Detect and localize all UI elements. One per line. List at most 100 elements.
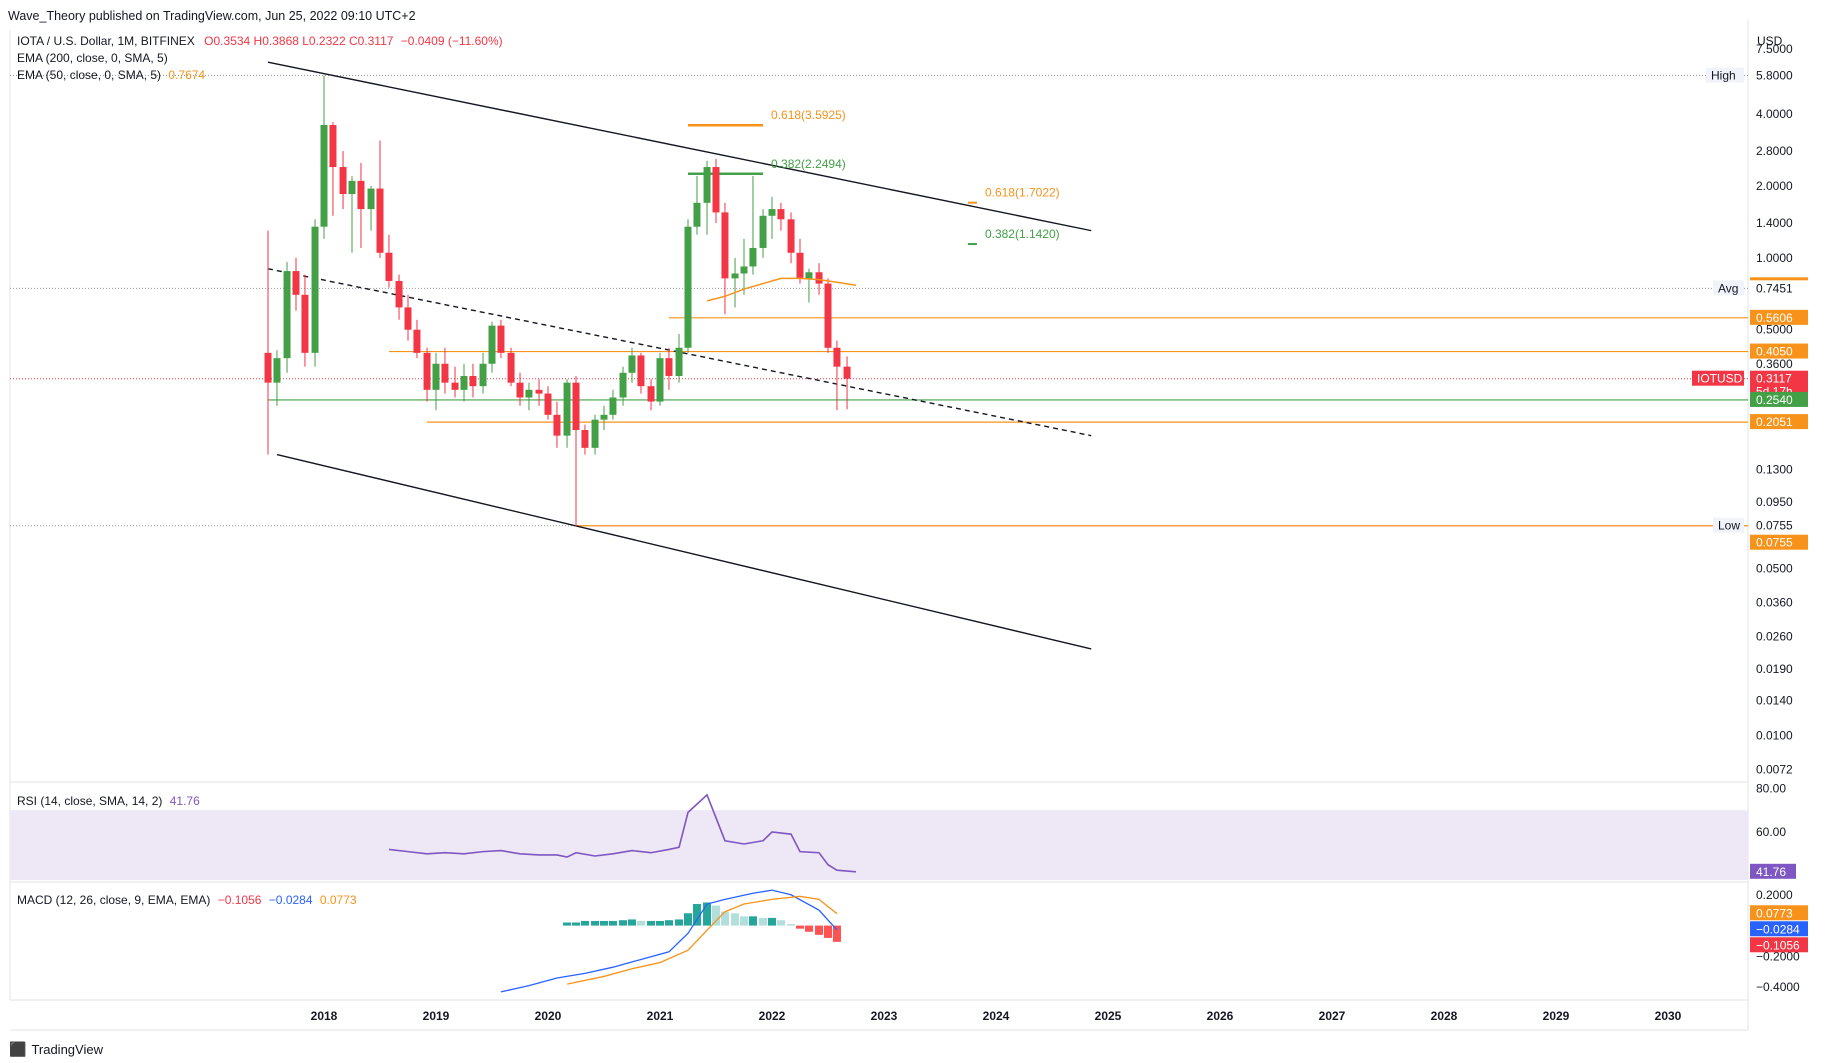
macd-histogram-bar bbox=[832, 925, 841, 942]
macd-histogram-bar bbox=[684, 913, 692, 926]
candle-body bbox=[544, 393, 552, 415]
price-label-tag-box bbox=[1713, 517, 1744, 533]
rsi-value: 41.76 bbox=[169, 794, 200, 808]
candle-body bbox=[441, 363, 449, 383]
fib-level-label: 0.382(2.2494) bbox=[771, 157, 846, 171]
trendline bbox=[267, 61, 1092, 232]
macd-histogram-bar bbox=[740, 916, 748, 926]
tradingview-brand[interactable]: ⬛ TradingView bbox=[9, 1041, 103, 1058]
macd-histogram-bar bbox=[608, 920, 617, 926]
candle-body bbox=[413, 329, 421, 353]
macd-line bbox=[500, 889, 838, 993]
candle-body bbox=[591, 419, 599, 448]
symbol-legend[interactable]: IOTA / U.S. Dollar, 1M, BITFINEX O0.3534… bbox=[17, 34, 503, 48]
tradingview-logo-icon: ⬛ bbox=[9, 1041, 26, 1057]
candle-body bbox=[843, 366, 851, 379]
rsi-value-box bbox=[1750, 863, 1796, 879]
fib-level-label: 0.618(3.5925) bbox=[771, 108, 846, 122]
time-axis-label: 2027 bbox=[1319, 1009, 1346, 1023]
rsi-label: RSI (14, close, SMA, 14, 2) bbox=[17, 794, 163, 808]
fib-level-label: 0.382(1.1420) bbox=[985, 227, 1060, 241]
ema50-legend[interactable]: EMA (50, close, 0, SMA, 5) 0.7674 bbox=[17, 68, 205, 82]
candle-body bbox=[600, 414, 608, 420]
ema200-label: EMA (200, close, 0, SMA, 5) bbox=[17, 51, 168, 65]
time-axis-label: 2024 bbox=[983, 1009, 1010, 1023]
price-label-value: 0.0755 bbox=[1756, 519, 1793, 533]
currency-label: USD bbox=[1757, 34, 1783, 48]
macd-hist-value: −0.1056 bbox=[217, 893, 262, 907]
macd-histogram-bar bbox=[748, 916, 757, 926]
rsi-legend[interactable]: RSI (14, close, SMA, 14, 2) 41.76 bbox=[17, 794, 200, 808]
candle-body bbox=[637, 355, 645, 387]
candle-body bbox=[469, 375, 477, 387]
candle-body bbox=[572, 382, 580, 431]
macd-histogram-bar bbox=[712, 905, 720, 926]
macd-legend[interactable]: MACD (12, 26, close, 9, EMA, EMA) −0.105… bbox=[17, 893, 357, 907]
candle-body bbox=[479, 363, 487, 387]
macd-histogram-bar bbox=[647, 920, 656, 926]
macd-label: MACD (12, 26, close, 9, EMA, EMA) bbox=[17, 893, 211, 907]
candle-body bbox=[292, 271, 300, 295]
candle-body bbox=[404, 307, 412, 330]
ema200-legend[interactable]: EMA (200, close, 0, SMA, 5) bbox=[17, 51, 168, 65]
candle-body bbox=[535, 389, 543, 394]
candle-body bbox=[385, 252, 393, 281]
candle-body bbox=[787, 219, 795, 253]
price-label-tag-box bbox=[1713, 280, 1744, 296]
price-tick-label: 1.0000 bbox=[1756, 251, 1793, 265]
candle-body bbox=[395, 280, 403, 308]
candle-body bbox=[367, 188, 375, 210]
trendline bbox=[267, 268, 1092, 437]
candle-body bbox=[581, 430, 589, 448]
ema50-label: EMA (50, close, 0, SMA, 5) bbox=[17, 68, 162, 82]
macd-histogram-bar bbox=[768, 917, 776, 926]
macd-histogram-bar bbox=[563, 922, 572, 926]
candle-body bbox=[264, 352, 272, 383]
fib-level-label: 0.618(1.7022) bbox=[985, 186, 1060, 200]
candle-body bbox=[721, 212, 729, 279]
rsi-line bbox=[388, 793, 857, 873]
ema50-line bbox=[706, 277, 857, 302]
price-label-box bbox=[1750, 534, 1808, 550]
price-tick-label: 0.0950 bbox=[1756, 495, 1793, 509]
ohlc-values: O0.3534 H0.3868 L0.2322 C0.3117 bbox=[204, 34, 394, 48]
ema50-value: 0.7674 bbox=[168, 68, 206, 82]
candle-body bbox=[749, 247, 757, 267]
candle-body bbox=[320, 125, 328, 227]
candle-body bbox=[619, 372, 627, 398]
macd-value-box bbox=[1750, 937, 1808, 953]
rsi-tick-label: 60.00 bbox=[1756, 825, 1786, 839]
price-tick-label: 0.0190 bbox=[1756, 662, 1793, 676]
candle-body bbox=[824, 283, 832, 348]
price-label-tag: IOTUSD bbox=[1697, 372, 1743, 386]
price-label-box bbox=[1750, 517, 1808, 533]
macd-histogram-bar bbox=[703, 902, 712, 926]
rsi-value-label: 41.76 bbox=[1756, 865, 1786, 879]
macd-histogram-bar bbox=[591, 920, 600, 926]
macd-histogram-bar bbox=[776, 920, 785, 926]
price-tick-label: 0.3600 bbox=[1756, 357, 1793, 371]
macd-histogram-bar bbox=[600, 920, 608, 926]
rsi-band bbox=[10, 810, 1748, 880]
price-tick-label: 0.5000 bbox=[1756, 323, 1793, 337]
price-label-tag-box bbox=[1706, 67, 1744, 83]
price-label-value: 0.4050 bbox=[1756, 345, 1793, 359]
candle-body bbox=[768, 209, 776, 216]
macd-histogram-bar bbox=[572, 922, 580, 926]
macd-histogram-bar bbox=[815, 925, 824, 935]
macd-histogram-bar bbox=[796, 925, 804, 929]
time-axis-label: 2022 bbox=[759, 1009, 786, 1023]
candle-body bbox=[507, 352, 515, 383]
candle-body bbox=[759, 215, 767, 248]
rsi-tick-label: 80.00 bbox=[1756, 781, 1786, 795]
macd-histogram-bar bbox=[580, 920, 589, 926]
candle-body bbox=[684, 226, 692, 348]
candle-body bbox=[665, 358, 673, 376]
candle-body bbox=[525, 389, 533, 398]
macd-tick-label: −0.2000 bbox=[1756, 949, 1800, 963]
price-label-box bbox=[1750, 67, 1808, 83]
candle-body bbox=[777, 209, 785, 220]
candle-body bbox=[609, 397, 617, 415]
candle-body bbox=[815, 272, 823, 284]
